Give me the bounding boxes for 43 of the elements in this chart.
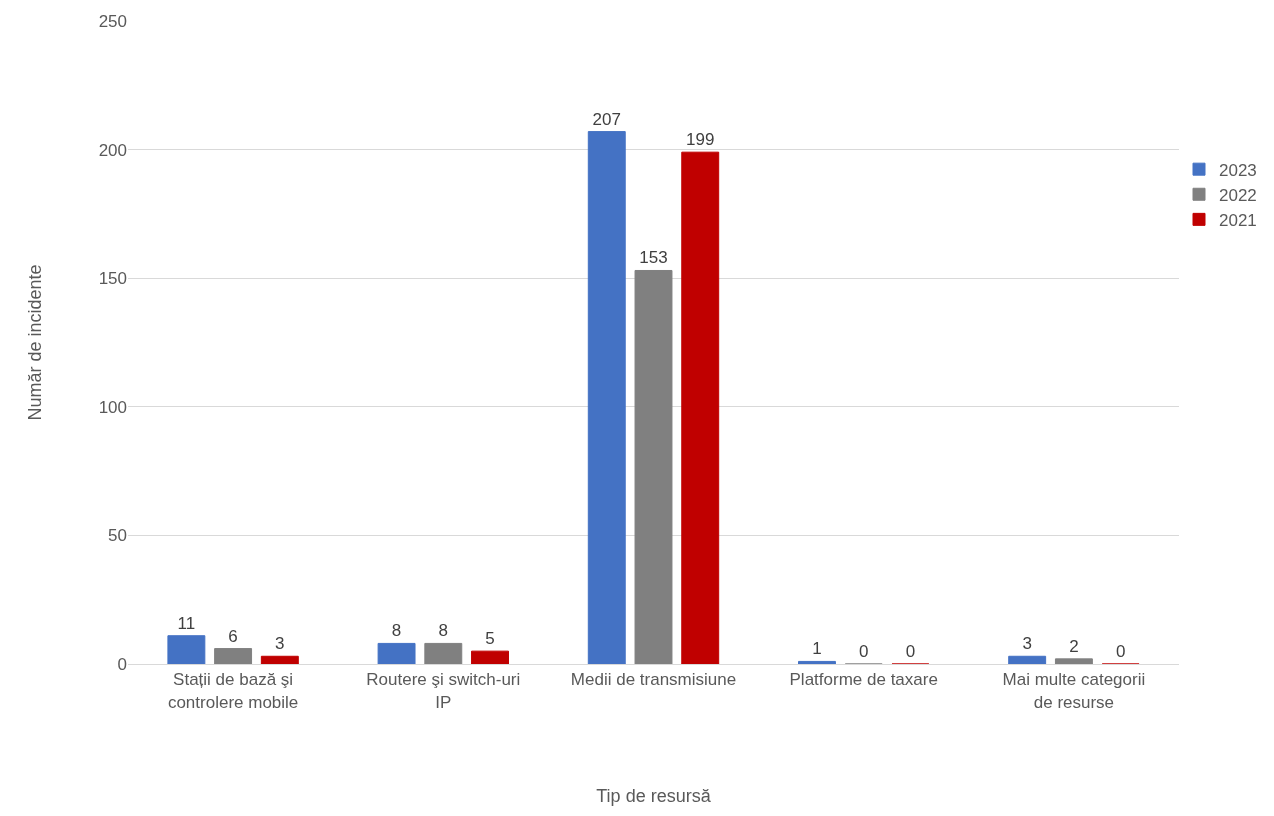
- legend-label: 2023: [1219, 160, 1257, 180]
- legend-label: 2021: [1219, 210, 1257, 230]
- y-tick-label: 0: [117, 654, 127, 674]
- data-label: 0: [858, 642, 869, 661]
- data-label: 8: [391, 621, 402, 641]
- data-label: 3: [1022, 634, 1032, 654]
- bar: [798, 660, 836, 664]
- bar: [214, 648, 253, 664]
- x-tick-label: Mai multe categorii de resurse: [1002, 670, 1146, 712]
- bar: [167, 635, 206, 664]
- x-tick-label: Platforme de taxare: [789, 670, 938, 690]
- data-label: 5: [485, 629, 495, 649]
- y-tick-label: 250: [98, 11, 127, 31]
- data-label: 11: [177, 613, 196, 633]
- bar: [471, 650, 509, 664]
- bar: [377, 642, 416, 664]
- y-tick-label: 50: [108, 526, 127, 546]
- bar: [260, 655, 299, 664]
- y-tick-label: 200: [98, 140, 127, 160]
- y-axis-title: Număr de incidente: [24, 264, 45, 421]
- data-label: 0: [905, 642, 916, 661]
- x-tick-label: Medii de transmisiune: [570, 670, 737, 690]
- x-tick-label: Routere şi switch-uri IP: [366, 670, 521, 712]
- bar: [681, 151, 720, 664]
- bar: [1008, 655, 1047, 664]
- data-label: 207: [592, 109, 621, 129]
- bar: [587, 131, 626, 664]
- bar: [1054, 658, 1093, 664]
- x-axis-title: Tip de resursă: [596, 785, 712, 806]
- y-tick-label: 150: [98, 269, 127, 289]
- y-tick-label: 100: [98, 397, 127, 417]
- legend-label: 2022: [1219, 185, 1257, 205]
- data-label: 0: [1115, 642, 1126, 661]
- bar: [634, 269, 673, 664]
- data-label: 6: [228, 626, 238, 646]
- data-label: 8: [438, 621, 449, 641]
- x-tick-label: Stații de bază şi controlere mobile: [167, 670, 299, 712]
- data-label: 1: [812, 639, 822, 659]
- data-label: 153: [639, 248, 668, 268]
- data-label: 2: [1069, 636, 1079, 656]
- data-label: 3: [275, 634, 285, 654]
- data-label: 199: [686, 130, 715, 150]
- bar: [424, 642, 463, 664]
